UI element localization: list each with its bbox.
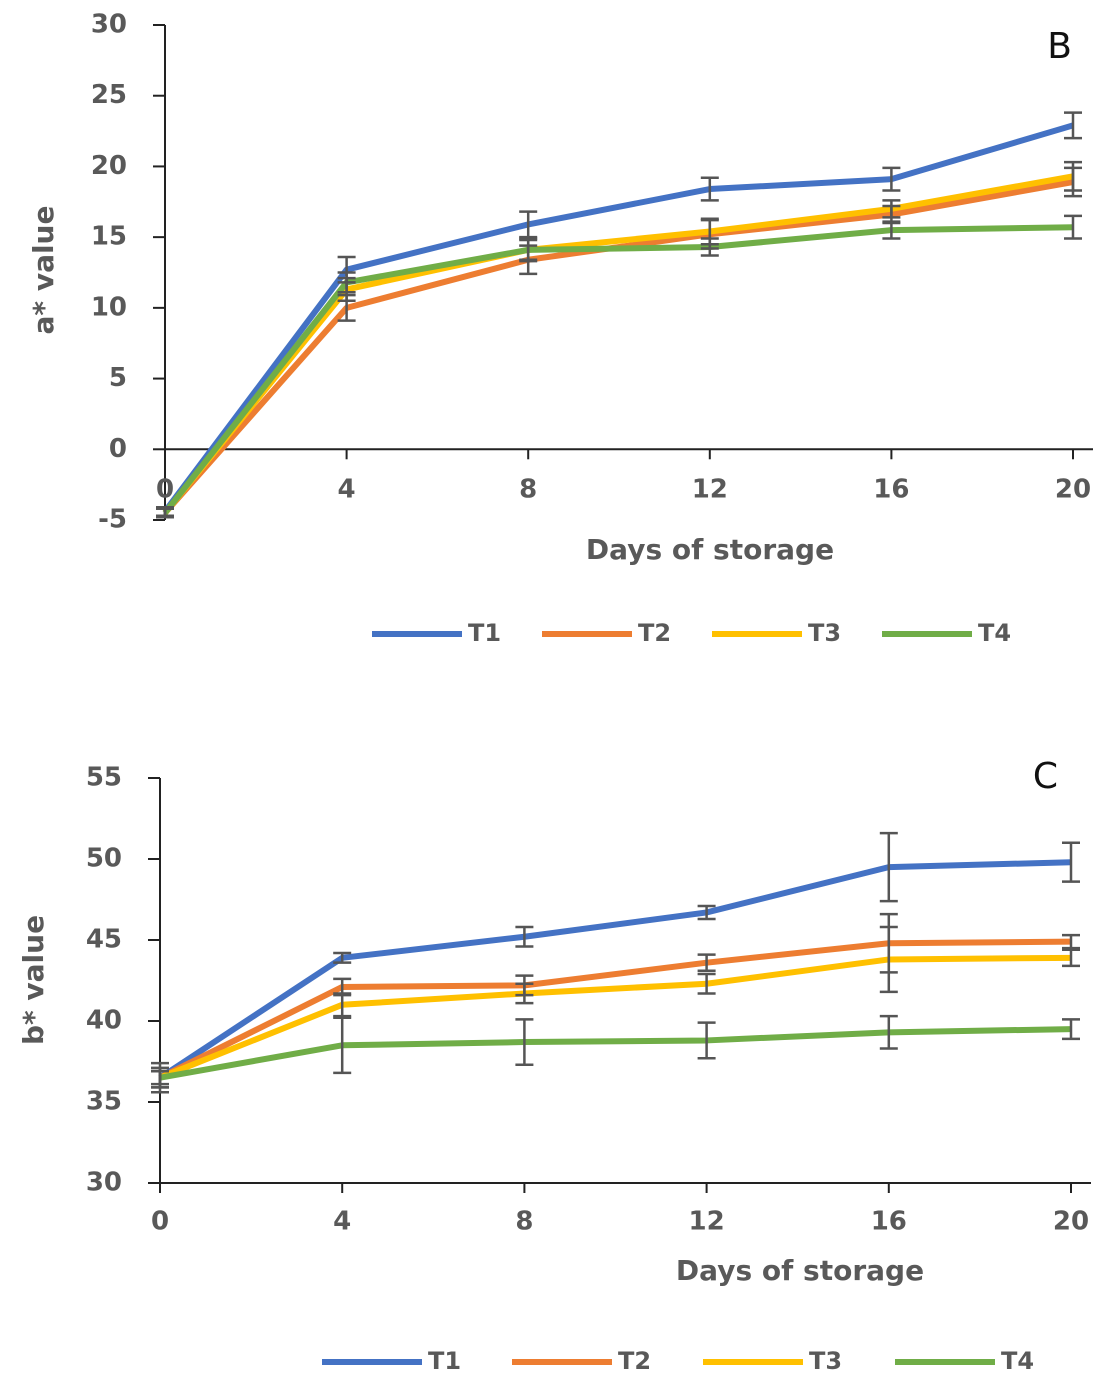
series-line — [162, 173, 1074, 515]
y-tick-label: 45 — [86, 925, 122, 955]
error-bar — [151, 1069, 169, 1086]
error-bar — [879, 1014, 898, 1050]
y-tick-label: 20 — [91, 151, 127, 181]
x-tick-label: 12 — [692, 475, 728, 505]
error-bar — [697, 1021, 716, 1060]
x-axis-title: Days of storage — [676, 1254, 924, 1287]
x-tick-label: 8 — [519, 475, 537, 505]
x-tick-label: 0 — [151, 1207, 169, 1237]
y-tick-label: 55 — [86, 763, 122, 793]
error-bar — [333, 1016, 352, 1075]
chart: -5 0 5 10 15 20 25 30 0 4 8 12 16 20 Days of storage a*… — [27, 10, 1093, 647]
series-line — [159, 1026, 1072, 1081]
panel-label: C — [1033, 756, 1058, 797]
legend-label: T1 — [428, 1347, 461, 1375]
series-line — [162, 224, 1074, 515]
y-tick-label: -5 — [98, 505, 127, 535]
error-bar — [515, 982, 534, 1005]
x-tick-label: 4 — [338, 475, 356, 505]
series-line — [158, 859, 1072, 1081]
error-bar — [1064, 214, 1082, 240]
legend-label: T1 — [468, 619, 501, 647]
legend-label: T3 — [809, 1347, 842, 1375]
y-tick-label: 35 — [86, 1087, 122, 1117]
x-tick-label: 0 — [156, 475, 174, 505]
y-tick-label: 30 — [86, 1168, 122, 1198]
error-bar — [333, 992, 352, 1018]
error-bar — [882, 199, 901, 219]
error-bar — [879, 925, 898, 994]
error-bar — [515, 925, 534, 948]
legend-label: T4 — [1001, 1347, 1034, 1375]
y-tick-label: 15 — [91, 222, 127, 252]
error-bar — [700, 237, 719, 257]
x-axis-title: Days of storage — [586, 533, 834, 566]
series-line — [158, 954, 1072, 1081]
error-bar — [882, 220, 901, 240]
error-bar — [515, 1018, 534, 1066]
series-line — [158, 938, 1072, 1081]
y-tick-label: 10 — [91, 292, 127, 322]
legend-label: T4 — [978, 619, 1011, 647]
x-tick-label: 4 — [333, 1207, 351, 1237]
x-tick-label: 8 — [515, 1207, 533, 1237]
panel-label: B — [1047, 26, 1072, 67]
error-bar — [882, 166, 901, 192]
y-tick-label: 50 — [86, 844, 122, 874]
error-bar — [1062, 933, 1080, 950]
chart: 30 35 40 45 50 55 0 4 8 12 16 20 Days of storage b* v… — [17, 756, 1091, 1375]
error-bar — [1064, 160, 1082, 192]
error-bar — [1064, 111, 1082, 140]
error-bar — [519, 210, 538, 239]
legend-label: T3 — [808, 619, 841, 647]
y-tick-label: 25 — [91, 80, 127, 110]
y-axis-title: a* value — [27, 206, 60, 335]
x-tick-label: 16 — [873, 475, 909, 505]
error-bar — [1062, 948, 1080, 968]
y-axis-title: b* value — [17, 915, 50, 1045]
error-bar — [333, 951, 352, 964]
legend-label: T2 — [638, 619, 671, 647]
error-bar — [519, 238, 538, 262]
error-bar — [697, 972, 716, 995]
y-tick-label: 5 — [109, 363, 127, 393]
y-tick-label: 0 — [109, 434, 127, 464]
error-bar — [337, 271, 356, 294]
legend-label: T2 — [618, 1347, 651, 1375]
x-tick-label: 12 — [689, 1207, 725, 1237]
x-tick-label: 20 — [1053, 1207, 1089, 1237]
x-tick-label: 20 — [1055, 475, 1091, 505]
error-bar — [697, 904, 716, 921]
y-tick-label: 30 — [91, 10, 127, 40]
error-bar — [879, 831, 898, 903]
error-bar — [697, 953, 716, 973]
series-line — [162, 122, 1074, 514]
x-tick-label: 16 — [871, 1207, 907, 1237]
error-bar — [156, 507, 174, 519]
error-bar — [1062, 1018, 1080, 1041]
y-tick-label: 40 — [86, 1006, 122, 1036]
error-bar — [700, 176, 719, 202]
error-bar — [1062, 841, 1080, 883]
